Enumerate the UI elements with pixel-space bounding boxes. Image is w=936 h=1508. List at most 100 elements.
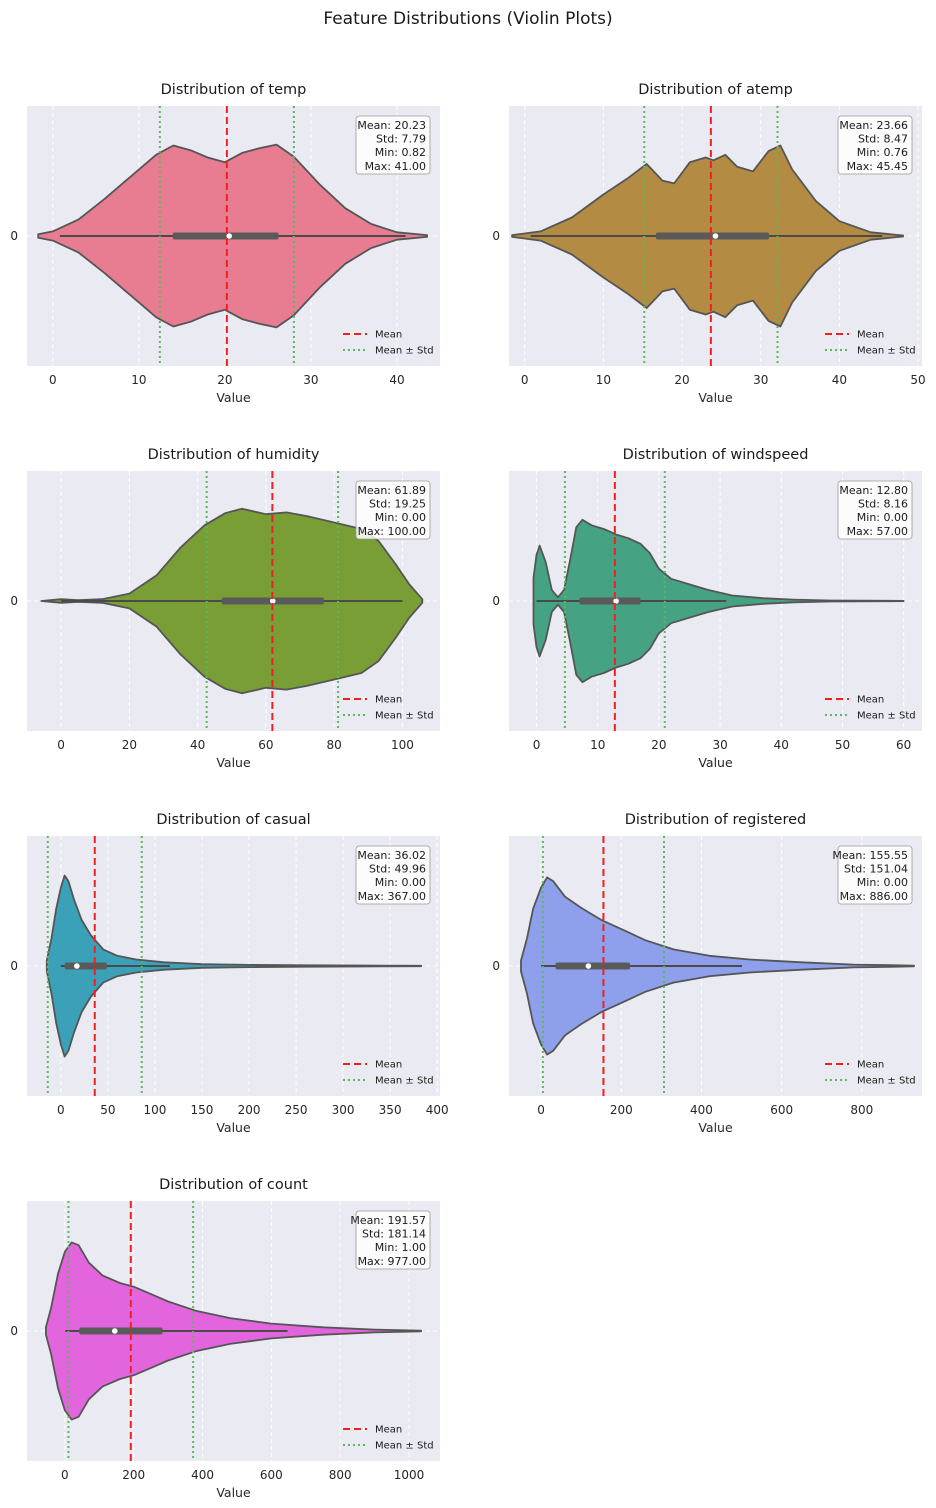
y-tick-label: 0 <box>10 229 18 243</box>
x-tick-label: 200 <box>122 1468 145 1482</box>
legend-mean-label: Mean <box>857 330 884 341</box>
violin-median-point <box>585 963 592 969</box>
x-tick-label: 50 <box>100 1103 115 1117</box>
legend-std-label: Mean ± Std <box>857 346 916 357</box>
legend-std-label: Mean ± Std <box>857 1076 916 1087</box>
y-tick-label: 0 <box>10 1324 18 1338</box>
violin-iqr-box <box>655 232 770 240</box>
x-axis-label: Value <box>216 390 251 405</box>
chart-title: Distribution of count <box>159 1177 308 1193</box>
stats-text: Max: 45.45 <box>847 160 908 173</box>
chart-title: Distribution of temp <box>161 82 307 98</box>
legend-std-label: Mean ± Std <box>375 1441 434 1452</box>
legend-mean-label: Mean <box>375 1425 402 1436</box>
x-tick-label: 30 <box>303 373 318 387</box>
stats-box <box>355 1210 431 1270</box>
stats-text: Max: 41.00 <box>365 160 426 173</box>
violin-iqr-box <box>79 1327 163 1335</box>
violin-body <box>45 874 423 1058</box>
x-tick-label: 0 <box>533 738 541 752</box>
chart-title: Distribution of windspeed <box>623 447 809 463</box>
x-tick-label: 40 <box>774 738 789 752</box>
stats-text: Mean: 23.66 <box>839 119 908 132</box>
legend-mean-label: Mean <box>857 695 884 706</box>
chart-title: Distribution of humidity <box>148 447 320 463</box>
x-tick-label: 30 <box>753 373 768 387</box>
subplot-atemp: Distribution of atemp 0 10 20 30 40 50 Value 0 Me… <box>492 82 925 405</box>
x-tick-label: 50 <box>835 738 850 752</box>
x-tick-label: 0 <box>57 738 65 752</box>
stats-box <box>837 845 913 905</box>
stats-text: Max: 100.00 <box>358 525 426 538</box>
stats-text: Std: 8.47 <box>858 133 908 146</box>
chart-title: Distribution of atemp <box>638 82 793 98</box>
x-axis-label: Value <box>698 755 733 770</box>
legend-std-label: Mean ± Std <box>375 346 434 357</box>
x-tick-label: 350 <box>379 1103 402 1117</box>
subplot-count: Distribution of count 0 200 400 600 800 1000 Va… <box>10 1177 440 1500</box>
y-tick-label: 0 <box>492 229 500 243</box>
stats-text: Min: 0.00 <box>375 511 426 524</box>
x-tick-label: 1000 <box>394 1468 425 1482</box>
x-tick-label: 0 <box>537 1103 545 1117</box>
stats-text: Std: 151.04 <box>844 863 908 876</box>
x-tick-label: 0 <box>61 1468 69 1482</box>
x-tick-label: 40 <box>190 738 205 752</box>
stats-text: Min: 0.00 <box>857 876 908 889</box>
x-tick-label: 250 <box>285 1103 308 1117</box>
stats-text: Std: 8.16 <box>858 498 908 511</box>
x-axis-label: Value <box>698 1120 733 1135</box>
stats-text: Max: 977.00 <box>358 1255 426 1268</box>
stats-box <box>837 480 913 540</box>
legend-std-label: Mean ± Std <box>375 711 434 722</box>
x-axis-label: Value <box>216 1485 251 1500</box>
y-tick-label: 0 <box>492 959 500 973</box>
stats-text: Min: 0.00 <box>375 876 426 889</box>
x-tick-label: 0 <box>521 373 529 387</box>
x-tick-label: 200 <box>238 1103 261 1117</box>
stats-text: Mean: 12.80 <box>839 484 908 497</box>
x-axis-label: Value <box>216 1120 251 1135</box>
subplot-temp: Distribution of temp 0 10 20 30 40 Value 0 Mean:… <box>10 82 440 405</box>
stats-box <box>837 115 913 175</box>
x-tick-label: 0 <box>49 373 57 387</box>
y-tick-label: 0 <box>492 594 500 608</box>
x-tick-label: 100 <box>143 1103 166 1117</box>
stats-text: Std: 19.25 <box>369 498 426 511</box>
x-tick-label: 400 <box>191 1468 214 1482</box>
stats-text: Std: 181.14 <box>362 1228 426 1241</box>
x-tick-label: 60 <box>896 738 911 752</box>
x-tick-label: 40 <box>389 373 404 387</box>
x-tick-label: 10 <box>131 373 146 387</box>
figure-suptitle: Feature Distributions (Violin Plots) <box>323 9 612 29</box>
x-tick-label: 0 <box>57 1103 65 1117</box>
x-tick-label: 10 <box>590 738 605 752</box>
stats-box <box>355 845 431 905</box>
legend-std-label: Mean ± Std <box>375 1076 434 1087</box>
violin-iqr-box <box>555 962 631 970</box>
x-tick-label: 20 <box>122 738 137 752</box>
violin-iqr-box <box>172 232 279 240</box>
x-tick-label: 40 <box>832 373 847 387</box>
x-tick-label: 400 <box>426 1103 449 1117</box>
stats-text: Min: 0.76 <box>857 146 908 159</box>
violin-median-point <box>226 233 232 239</box>
x-tick-label: 20 <box>651 738 666 752</box>
x-tick-label: 60 <box>258 738 273 752</box>
stats-text: Max: 886.00 <box>840 890 908 903</box>
y-tick-label: 0 <box>10 594 18 608</box>
legend-mean-label: Mean <box>375 330 402 341</box>
subplot-grid: Distribution of temp 0 10 20 30 40 Value 0 Mean:… <box>10 82 925 1500</box>
chart-title: Distribution of casual <box>156 812 310 828</box>
violin-iqr-box <box>579 597 641 605</box>
x-tick-label: 400 <box>690 1103 713 1117</box>
subplot-windspeed: Distribution of windspeed 0 10 20 30 40 50 60 Va… <box>492 447 922 770</box>
stats-text: Min: 0.00 <box>857 511 908 524</box>
x-tick-label: 800 <box>850 1103 873 1117</box>
legend-mean-label: Mean <box>375 1060 402 1071</box>
violin-median-point <box>74 963 80 969</box>
legend-mean-label: Mean <box>857 1060 884 1071</box>
x-tick-label: 20 <box>674 373 689 387</box>
subplot-casual: Distribution of casual 0 50 100 150 200 250 300… <box>10 812 448 1135</box>
